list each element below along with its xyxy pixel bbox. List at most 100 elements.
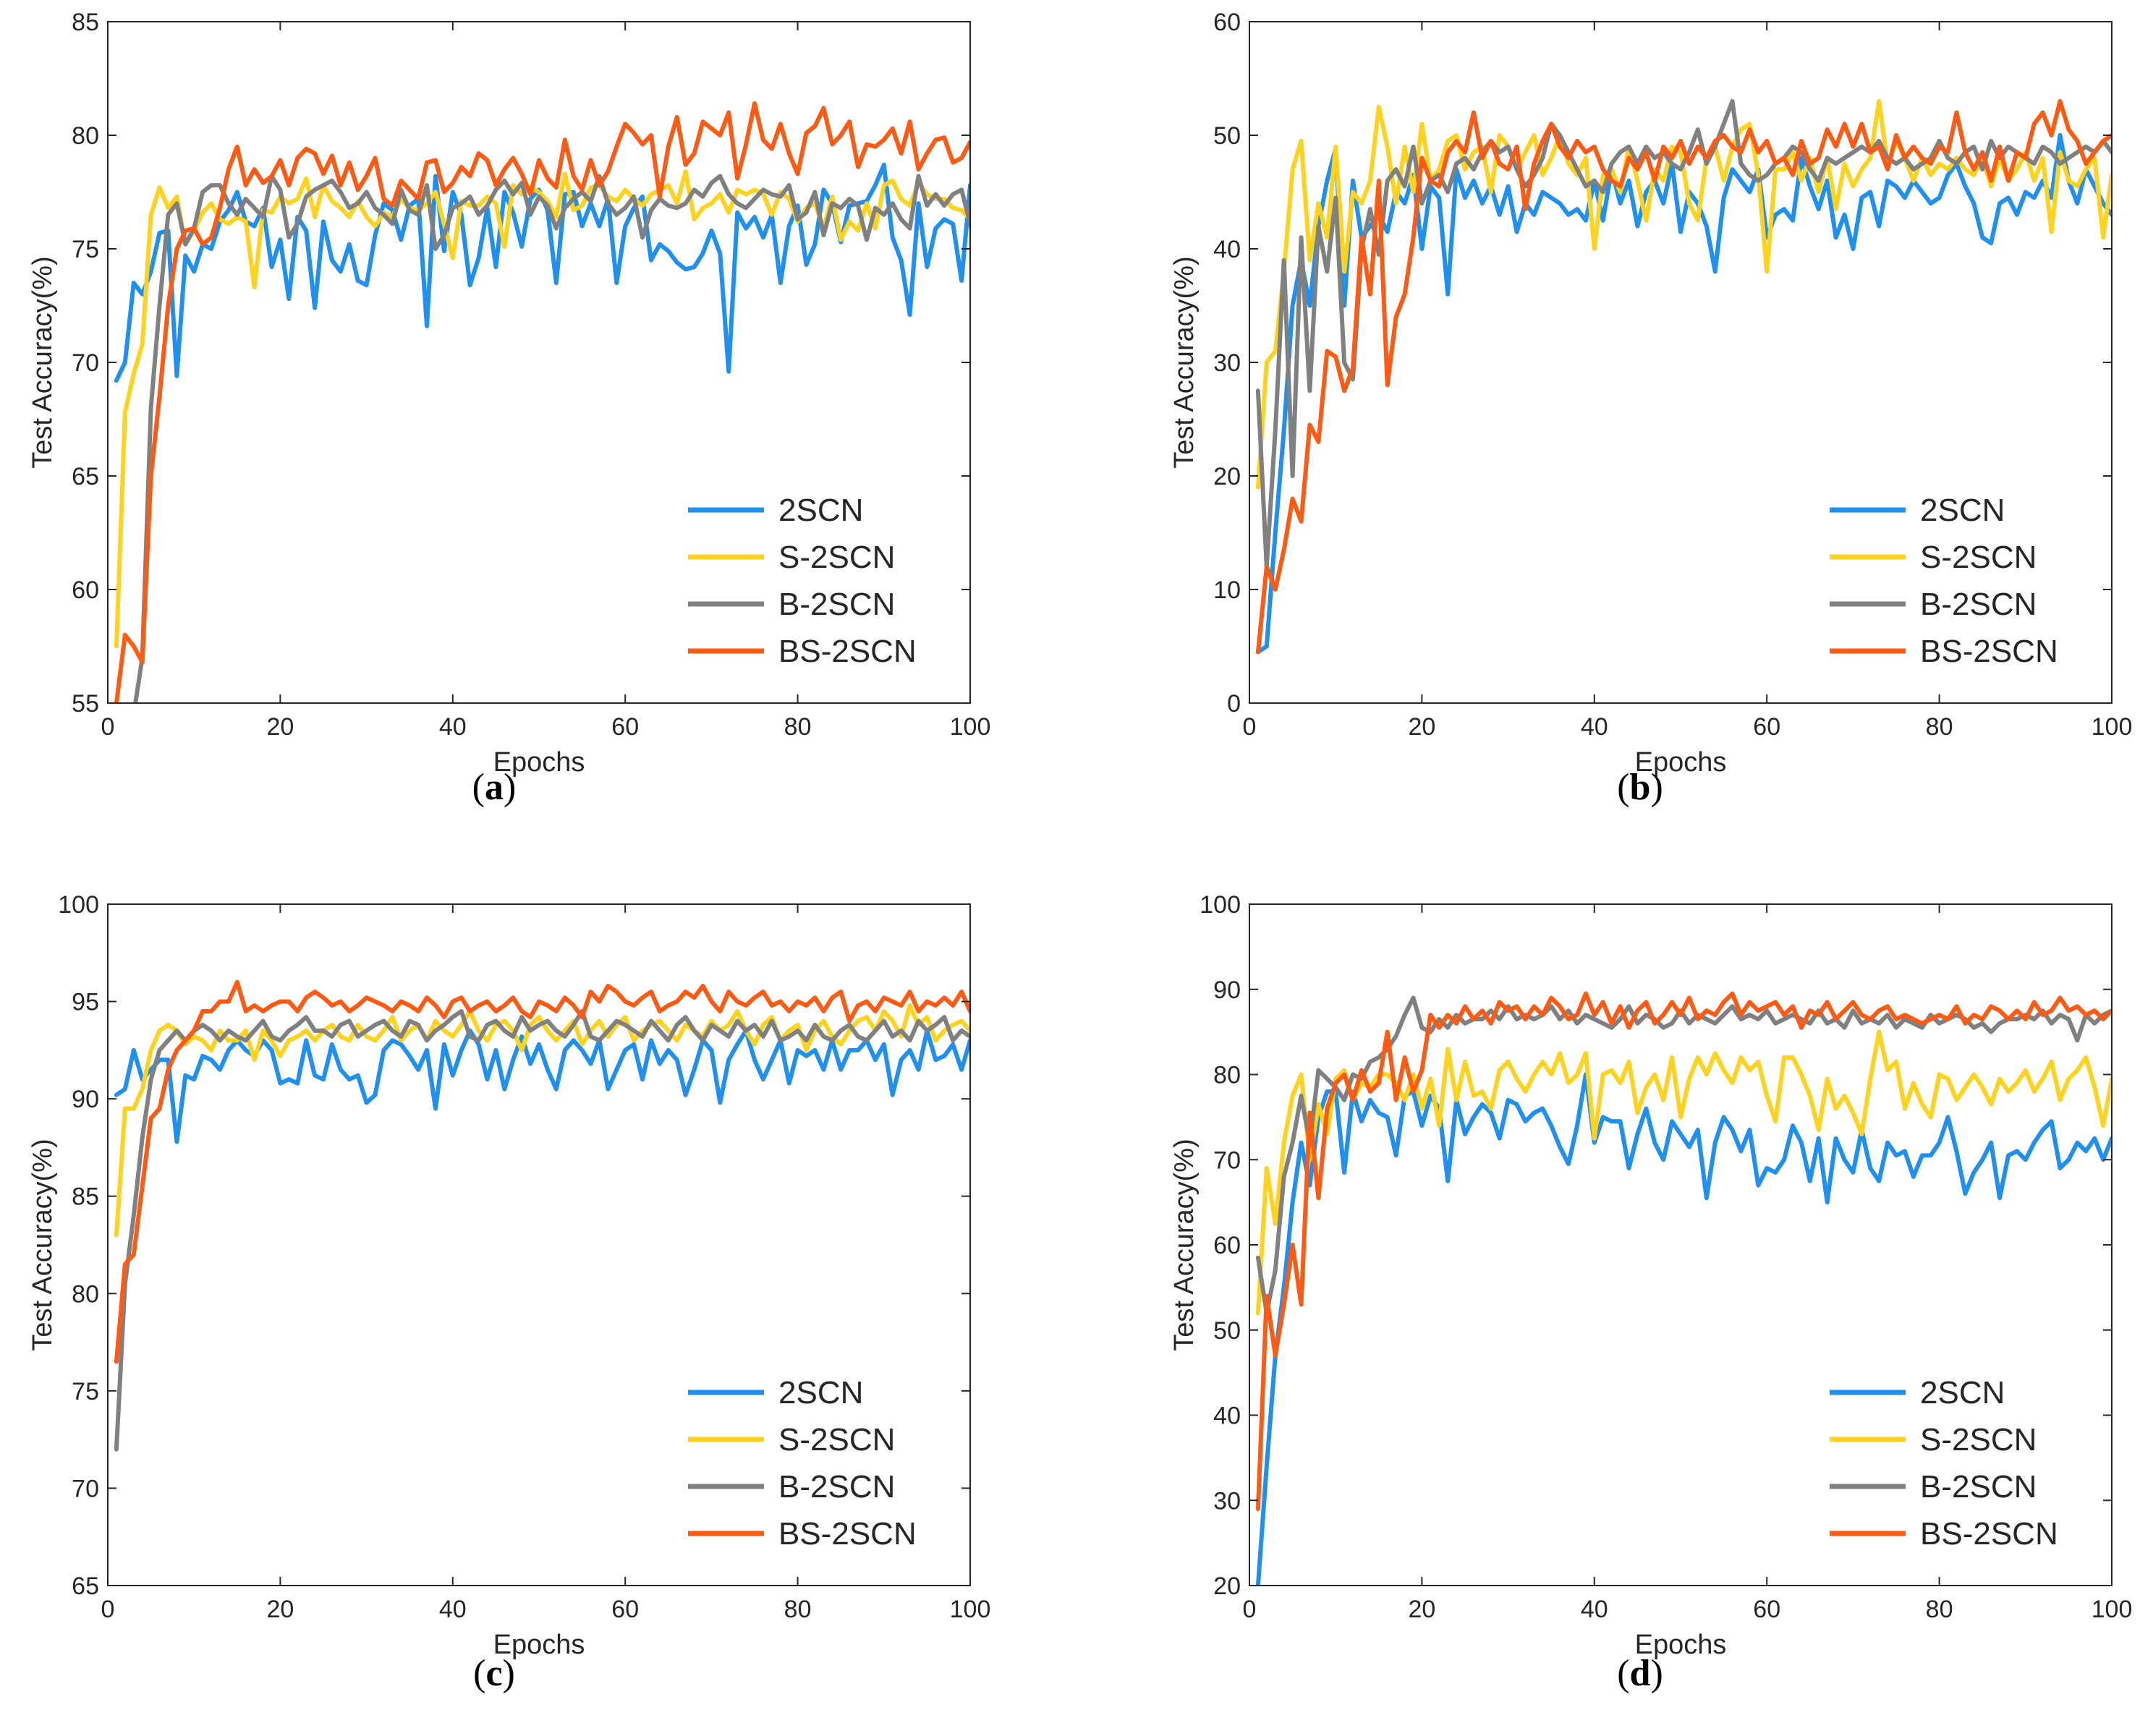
y-axis-label: Test Accuracy(%) (27, 1139, 58, 1351)
series-group (114, 101, 970, 703)
series-line-b-2scn (133, 174, 970, 703)
y-axis-label: Test Accuracy(%) (1169, 256, 1199, 469)
series-line-bs-2scn (114, 979, 970, 1364)
legend-label-b-2scn: B-2SCN (1920, 587, 2037, 622)
x-tick-label: 100 (950, 1596, 991, 1623)
legend-label-bs-2scn: BS-2SCN (1920, 1516, 2058, 1552)
y-tick-label: 40 (1213, 1403, 1241, 1430)
series-line-b-2scn (1255, 995, 2112, 1316)
axes-box (107, 903, 971, 1586)
x-tick-label: 40 (439, 1596, 467, 1623)
panel-label: (d) (1617, 1653, 1663, 1694)
y-tick-label: 30 (1213, 1487, 1241, 1515)
y-tick-label: 50 (1213, 122, 1241, 150)
panel-label-open: ( (1617, 1653, 1629, 1694)
panel-label-letter: a (485, 767, 504, 808)
y-axis-label: Test Accuracy(%) (27, 256, 58, 469)
y-tick-label: 30 (1213, 349, 1241, 377)
x-tick-label: 40 (1581, 713, 1608, 741)
y-tick-label: 90 (72, 1086, 99, 1113)
x-axis-label: Epochs (1635, 747, 1727, 778)
y-tick-label: 80 (72, 122, 99, 150)
y-tick-label: 70 (72, 1475, 99, 1502)
y-tick-label: 60 (1213, 1232, 1241, 1259)
y-tick-label: 60 (72, 576, 99, 604)
legend: 2SCN S-2SCN B-2SCN BS-2SCN (688, 1375, 917, 1552)
y-tick-label: 85 (72, 1183, 99, 1211)
legend-label-b-2scn: B-2SCN (778, 1469, 895, 1505)
chart-panel-a: 0 20 40 60 80 100 55 60 65 70 75 80 85 Epochs Test Acc… (27, 9, 991, 808)
x-tick-label: 60 (1753, 713, 1780, 741)
legend-label-bs-2scn: BS-2SCN (1920, 634, 2058, 669)
y-tick-label: 40 (1213, 236, 1241, 263)
x-tick-label: 60 (611, 1596, 639, 1623)
legend-label-s-2scn: S-2SCN (1920, 540, 2037, 575)
series-line-2scn (1255, 1072, 2112, 1586)
panel-label: (b) (1617, 767, 1663, 808)
y-axis-label: Test Accuracy(%) (1169, 1139, 1199, 1351)
y-tick-label: 100 (58, 891, 99, 919)
panel-label-letter: d (1630, 1653, 1651, 1694)
x-axis-label: Epochs (493, 747, 585, 778)
series-line-bs-2scn (1255, 98, 2112, 655)
legend-label-bs-2scn: BS-2SCN (778, 1516, 917, 1552)
y-tick-label: 20 (1213, 463, 1241, 490)
y-tick-label: 65 (72, 463, 99, 490)
y-tick-label: 20 (1213, 1573, 1241, 1600)
x-tick-label: 20 (266, 1596, 294, 1623)
legend: 2SCN S-2SCN B-2SCN BS-2SCN (1830, 493, 2058, 669)
panel-label-close: ) (1650, 767, 1663, 808)
x-tick-label: 20 (266, 713, 294, 741)
panel-label-close: ) (504, 767, 516, 808)
series-group (114, 979, 970, 1452)
x-tick-label: 0 (101, 1596, 115, 1623)
panel-label: (c) (473, 1653, 515, 1694)
series-line-b-2scn (114, 1009, 970, 1452)
y-tick-label: 10 (1213, 576, 1241, 604)
series-line-b-2scn (1255, 98, 2112, 569)
legend-label-s-2scn: S-2SCN (1920, 1422, 2037, 1458)
y-tick-label: 60 (1213, 9, 1241, 36)
x-tick-label: 100 (2092, 713, 2133, 741)
legend-label-2scn: 2SCN (1920, 493, 2005, 528)
series-group (1255, 98, 2112, 655)
legend: 2SCN S-2SCN B-2SCN BS-2SCN (1830, 1375, 2058, 1552)
x-tick-label: 20 (1408, 1596, 1435, 1623)
x-axis-label: Epochs (1635, 1630, 1727, 1660)
y-tick-label: 100 (1199, 891, 1241, 919)
series-line-bs-2scn (1255, 991, 2112, 1511)
series-line-bs-2scn (114, 101, 970, 703)
panel-label-open: ( (472, 767, 485, 808)
series-line-s-2scn (1255, 1029, 2112, 1316)
y-tick-label: 70 (1213, 1146, 1241, 1174)
y-tick-label: 80 (1213, 1062, 1241, 1089)
panel-label-open: ( (473, 1653, 485, 1694)
plot-area (1249, 22, 2112, 703)
legend-label-b-2scn: B-2SCN (1920, 1469, 2037, 1505)
series-group (1255, 991, 2112, 1586)
x-tick-label: 80 (1926, 713, 1953, 741)
x-tick-label: 100 (2092, 1596, 2133, 1623)
panel-label-open: ( (1617, 767, 1629, 808)
legend: 2SCN S-2SCN B-2SCN BS-2SCN (688, 493, 917, 669)
x-tick-label: 20 (1408, 713, 1435, 741)
chart-panel-d: 0 20 40 60 80 1002030405060708090100EpochsTes… (1169, 891, 2132, 1694)
panel-label-letter: c (485, 1653, 502, 1694)
x-tick-label: 60 (1753, 1596, 1780, 1623)
x-tick-label: 40 (1581, 1596, 1608, 1623)
x-axis-label: Epochs (493, 1630, 585, 1660)
legend-label-2scn: 2SCN (1920, 1375, 2005, 1410)
y-tick-label: 0 (1227, 690, 1241, 718)
y-tick-label: 85 (72, 9, 99, 36)
legend-label-s-2scn: S-2SCN (778, 540, 895, 575)
x-tick-label: 0 (1243, 1596, 1257, 1623)
panel-label-letter: b (1630, 767, 1651, 808)
legend-label-2scn: 2SCN (778, 493, 863, 528)
y-tick-label: 75 (72, 236, 99, 263)
y-tick-label: 70 (72, 349, 99, 377)
y-tick-label: 55 (72, 690, 99, 718)
x-tick-label: 100 (950, 713, 991, 741)
y-tick-label: 80 (72, 1280, 99, 1308)
x-tick-label: 80 (784, 713, 812, 741)
plot-area (108, 22, 970, 703)
